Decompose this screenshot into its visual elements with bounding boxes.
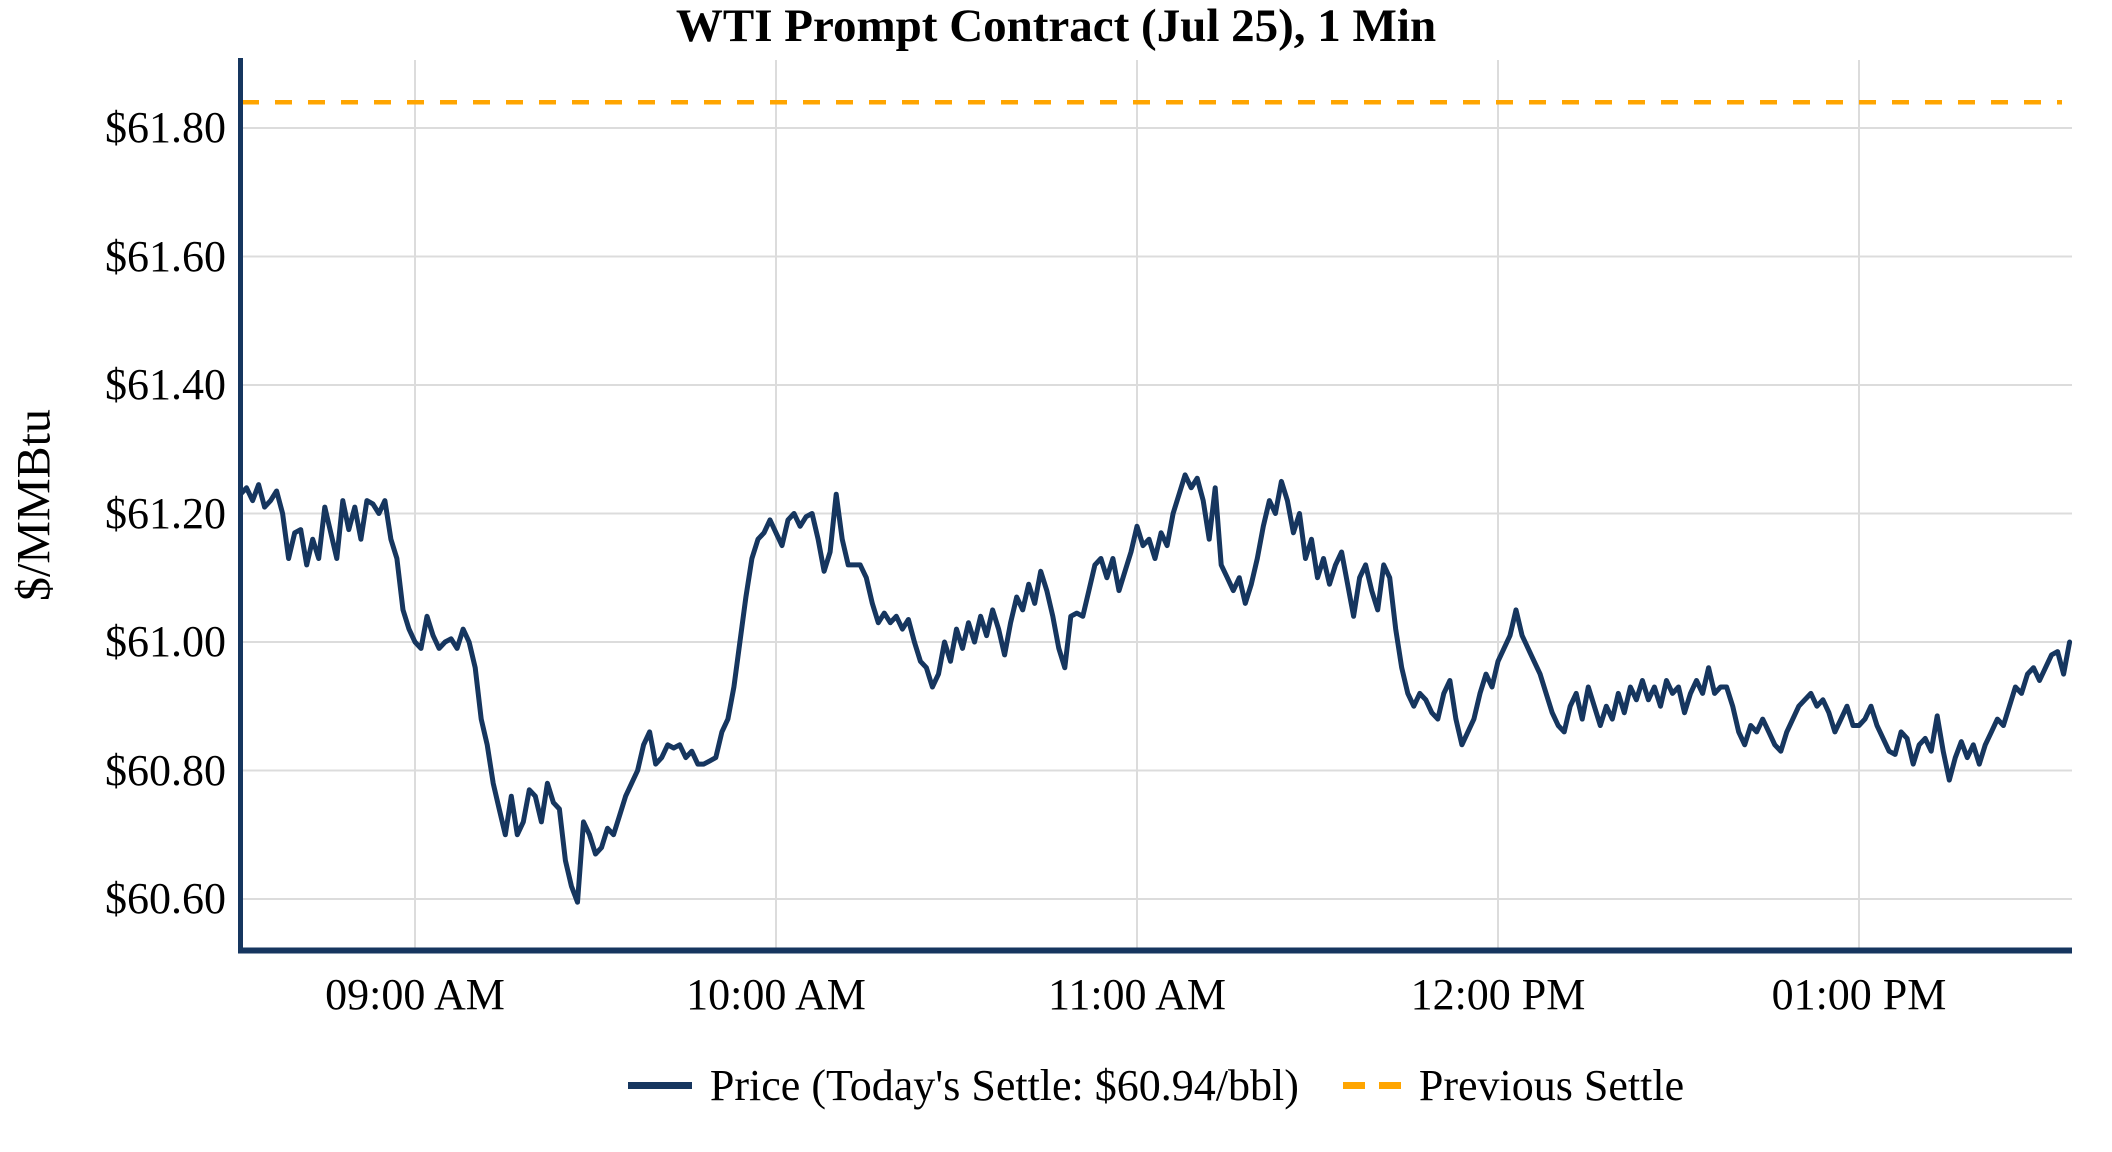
gridlines — [240, 60, 2072, 948]
x-tick-label: 12:00 PM — [1410, 970, 1586, 1019]
y-tick-label: $61.80 — [105, 103, 226, 152]
x-tick-label: 09:00 AM — [325, 970, 505, 1019]
x-tick-label: 11:00 AM — [1047, 970, 1227, 1019]
x-tick-label: 10:00 AM — [686, 970, 866, 1019]
chart-title: WTI Prompt Contract (Jul 25), 1 Min — [675, 0, 1437, 52]
price-line-swatch — [627, 1082, 692, 1089]
y-tick-label: $60.60 — [105, 874, 226, 923]
y-tick-label: $60.80 — [105, 745, 226, 795]
legend-item-price-label: Price (Today's Settle: $60.94/bbl) — [709, 1061, 1299, 1110]
legend-item-prev-settle: Previous Settle — [1342, 1060, 1685, 1111]
legend-item-price: Price (Today's Settle: $60.94/bbl) — [627, 1060, 1299, 1111]
legend: Price (Today's Settle: $60.94/bbl) Previ… — [240, 1060, 2072, 1111]
legend-item-prev-settle-label: Previous Settle — [1418, 1061, 1685, 1110]
prev-settle-dashed-swatch — [1342, 1082, 1401, 1089]
y-tick-label: $61.20 — [105, 488, 226, 538]
x-tick-label: 01:00 PM — [1771, 970, 1947, 1019]
y-tick-label: $61.00 — [105, 617, 226, 666]
y-tick-label: $61.40 — [105, 360, 226, 409]
y-tick-label: $61.60 — [105, 231, 226, 281]
price-line — [238, 472, 2073, 905]
